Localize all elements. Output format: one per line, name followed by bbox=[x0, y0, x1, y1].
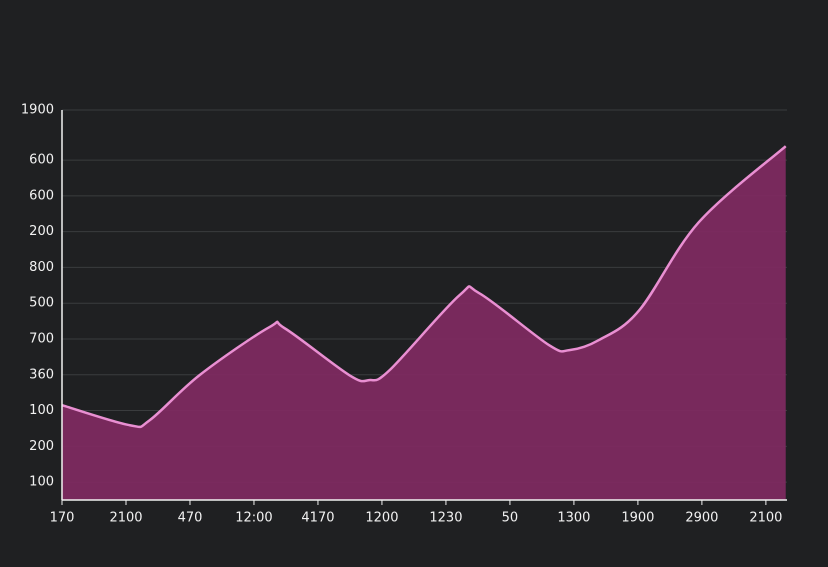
x-tick-label: 2100 bbox=[749, 511, 782, 526]
x-tick-label: 170 bbox=[50, 511, 75, 526]
y-tick-label: 600 bbox=[29, 153, 54, 168]
y-tick-label: 100 bbox=[29, 403, 54, 418]
y-tick-label: 360 bbox=[29, 367, 54, 382]
x-tick-label: 470 bbox=[178, 511, 203, 526]
area-fill bbox=[62, 146, 786, 500]
y-tick-label: 200 bbox=[29, 224, 54, 239]
x-tick-label: 50 bbox=[502, 511, 519, 526]
y-tick-label: 200 bbox=[29, 439, 54, 454]
x-tick-label: 1200 bbox=[365, 511, 398, 526]
x-tick-label: 12:00 bbox=[235, 511, 272, 526]
x-tick-label: 2900 bbox=[685, 511, 718, 526]
area-line bbox=[61, 145, 787, 429]
x-tick-label: 1230 bbox=[429, 511, 462, 526]
x-tick-label: 2100 bbox=[109, 511, 142, 526]
y-tick-label: 1900 bbox=[21, 103, 54, 118]
x-tick-label: 1300 bbox=[557, 511, 590, 526]
y-tick-label: 100 bbox=[29, 475, 54, 490]
x-tick-label: 1900 bbox=[621, 511, 654, 526]
y-tick-label: 500 bbox=[29, 296, 54, 311]
x-tick-label: 4170 bbox=[301, 511, 334, 526]
y-tick-label: 600 bbox=[29, 188, 54, 203]
y-tick-label: 700 bbox=[29, 331, 54, 346]
y-tick-label: 800 bbox=[29, 260, 54, 275]
